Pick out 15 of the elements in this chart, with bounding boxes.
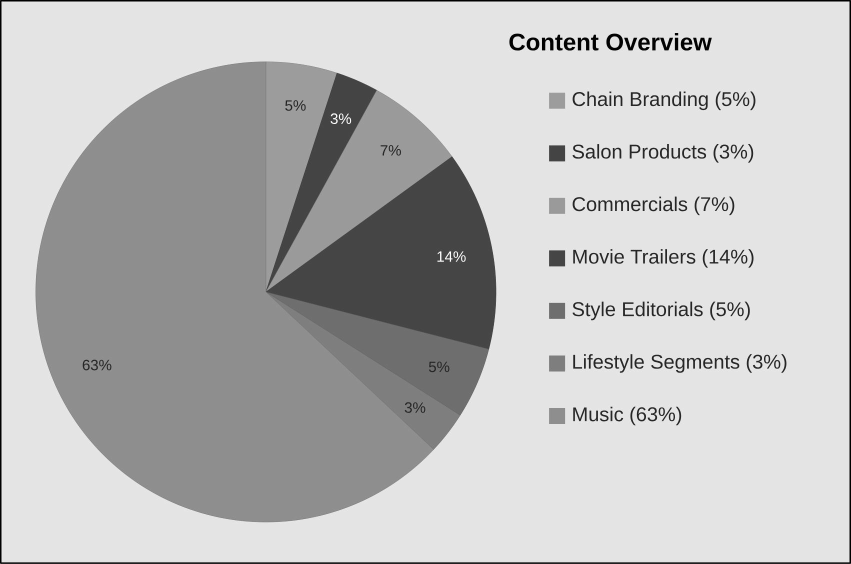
data-label: 5% xyxy=(428,362,450,372)
legend-label: Style Editorials (5%) xyxy=(572,302,750,320)
data-label: 3% xyxy=(330,114,352,124)
data-label: 5% xyxy=(285,100,306,111)
legend-label: Movie Trailers (14%) xyxy=(573,249,754,268)
chart-title: Content Overview xyxy=(509,33,712,51)
data-label: 7% xyxy=(380,145,401,156)
data-label: 63% xyxy=(82,360,112,370)
legend-label: Chain Branding (5%) xyxy=(572,92,756,110)
data-label: 14% xyxy=(437,251,466,262)
legend-label: Salon Products (3%) xyxy=(572,144,754,163)
legend-label: Lifestyle Segments (3%) xyxy=(573,354,786,373)
legend-label: Commercials (7%) xyxy=(572,196,734,216)
legend-label: Music (63%) xyxy=(573,406,682,426)
data-label: 3% xyxy=(404,402,426,413)
